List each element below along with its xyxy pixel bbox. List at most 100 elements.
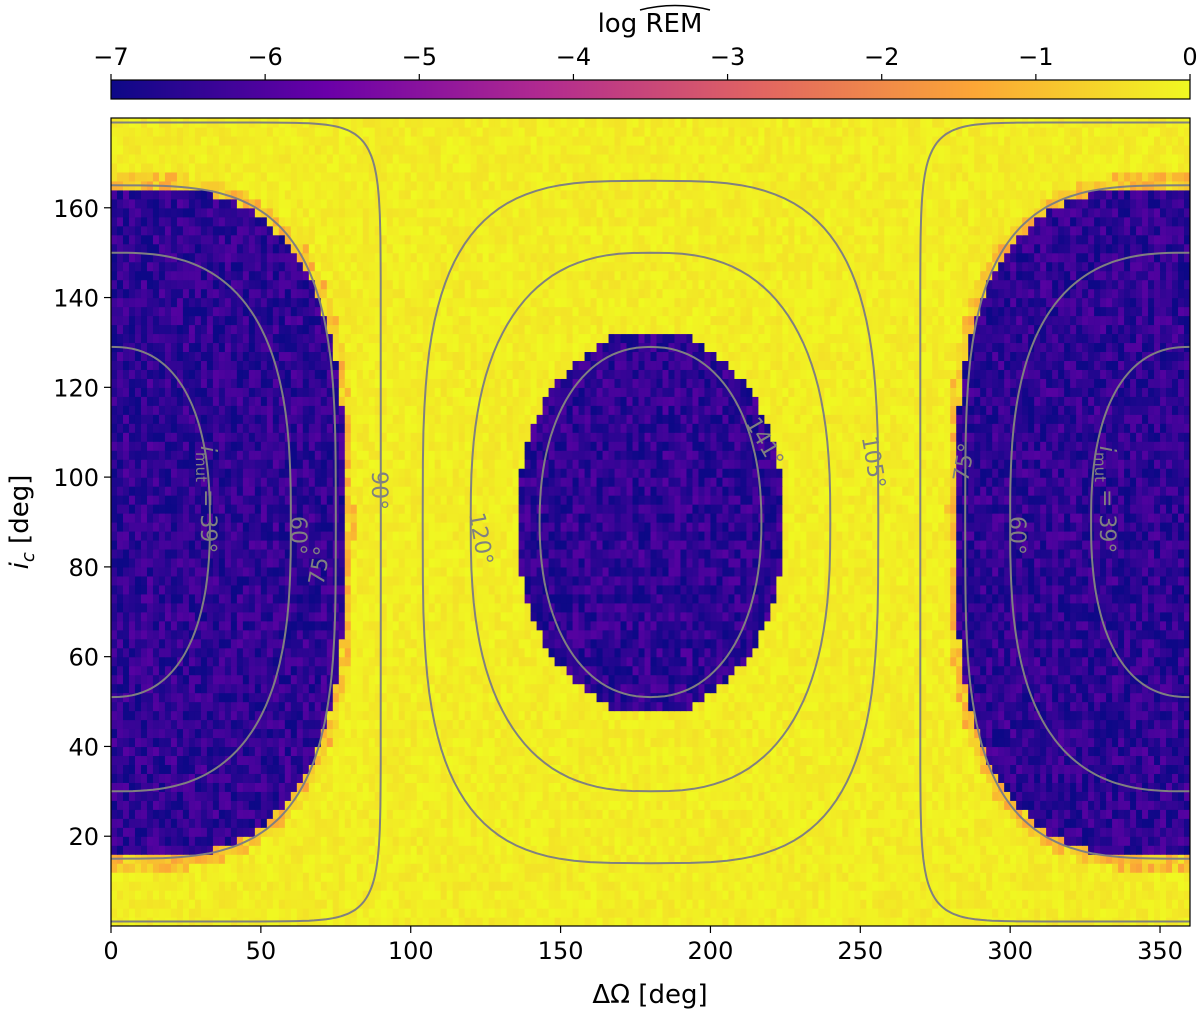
heatmap-cell bbox=[1160, 701, 1167, 712]
heatmap-cell bbox=[1070, 881, 1077, 891]
heatmap-cell bbox=[320, 863, 328, 873]
heatmap-cell bbox=[158, 701, 166, 712]
heatmap-cell bbox=[1034, 791, 1041, 801]
heatmap-cell bbox=[980, 863, 987, 873]
heatmap-cell bbox=[692, 737, 700, 748]
heatmap-cell bbox=[848, 890, 855, 900]
heatmap-cell bbox=[980, 827, 987, 837]
heatmap-cell bbox=[902, 899, 909, 909]
heatmap-cell bbox=[464, 764, 472, 774]
heatmap-cell bbox=[1034, 899, 1041, 909]
heatmap-cell bbox=[680, 836, 688, 846]
heatmap-cell bbox=[164, 692, 172, 703]
heatmap-cell bbox=[1094, 800, 1101, 810]
heatmap-cell bbox=[1148, 701, 1155, 712]
heatmap-cell bbox=[1016, 872, 1023, 882]
heatmap-cell bbox=[800, 791, 807, 801]
heatmap-cell bbox=[776, 908, 783, 918]
heatmap-cell bbox=[1166, 809, 1173, 819]
heatmap-cell bbox=[572, 872, 580, 882]
heatmap-cell bbox=[680, 764, 688, 774]
heatmap-cell bbox=[902, 881, 909, 891]
heatmap-cell bbox=[602, 863, 610, 873]
heatmap-cell bbox=[986, 710, 993, 721]
heatmap-cell bbox=[614, 863, 622, 873]
heatmap-cell bbox=[464, 692, 472, 703]
heatmap-cell bbox=[1130, 773, 1137, 783]
heatmap-cell bbox=[140, 728, 148, 739]
heatmap-cell bbox=[740, 746, 748, 757]
heatmap-cell bbox=[1088, 863, 1095, 873]
heatmap-cell bbox=[1148, 773, 1155, 783]
heatmap-cell bbox=[1004, 854, 1011, 864]
heatmap-cell bbox=[656, 746, 664, 757]
heatmap-cell bbox=[1052, 692, 1059, 703]
heatmap-cell bbox=[1046, 899, 1053, 909]
heatmap-cell bbox=[111, 746, 118, 757]
heatmap-cell bbox=[1034, 710, 1041, 721]
heatmap-cell bbox=[908, 791, 915, 801]
heatmap-cell bbox=[662, 746, 670, 757]
heatmap-cell bbox=[440, 674, 448, 685]
heatmap-cell bbox=[134, 683, 142, 694]
heatmap-cell bbox=[170, 755, 178, 765]
heatmap-cell bbox=[848, 719, 855, 730]
heatmap-cell bbox=[1010, 764, 1017, 774]
heatmap-cell bbox=[158, 782, 166, 792]
heatmap-cell bbox=[962, 800, 969, 810]
heatmap-cell bbox=[686, 809, 694, 819]
heatmap-cell bbox=[848, 827, 855, 837]
heatmap-cell bbox=[932, 836, 939, 846]
heatmap-cell bbox=[686, 872, 694, 882]
heatmap-cell bbox=[842, 827, 849, 837]
heatmap-cell bbox=[290, 809, 298, 819]
heatmap-cell bbox=[836, 890, 843, 900]
heatmap-cell bbox=[554, 899, 562, 909]
heatmap-cell bbox=[116, 728, 124, 739]
heatmap-cell bbox=[938, 809, 945, 819]
heatmap-cell bbox=[326, 737, 334, 748]
heatmap-cell bbox=[1040, 755, 1047, 765]
heatmap-cell bbox=[638, 746, 646, 757]
heatmap-cell bbox=[992, 791, 999, 801]
heatmap-cell bbox=[878, 872, 885, 882]
heatmap-cell bbox=[854, 863, 861, 873]
heatmap-cell bbox=[1160, 872, 1167, 882]
heatmap-cell bbox=[350, 755, 358, 765]
heatmap-cell bbox=[704, 827, 712, 837]
heatmap-cell bbox=[1142, 683, 1149, 694]
heatmap-cell bbox=[1004, 683, 1011, 694]
heatmap-cell bbox=[1058, 872, 1065, 882]
heatmap-cell bbox=[1130, 755, 1137, 765]
heatmap-cell bbox=[320, 872, 328, 882]
heatmap-cell bbox=[758, 728, 765, 739]
heatmap-cell bbox=[344, 845, 352, 855]
heatmap-cell bbox=[920, 737, 927, 748]
heatmap-cell bbox=[476, 728, 484, 739]
heatmap-cell bbox=[758, 710, 765, 721]
heatmap-cell bbox=[956, 908, 963, 918]
heatmap-cell bbox=[290, 683, 298, 694]
heatmap-cell bbox=[200, 845, 208, 855]
heatmap-cell bbox=[926, 791, 933, 801]
heatmap-cell bbox=[488, 881, 496, 891]
heatmap-cell bbox=[764, 755, 771, 765]
heatmap-cell bbox=[1022, 683, 1029, 694]
heatmap-cell bbox=[482, 845, 490, 855]
heatmap-cell bbox=[476, 881, 484, 891]
heatmap-cell bbox=[626, 791, 634, 801]
heatmap-cell bbox=[284, 908, 292, 918]
heatmap-cell bbox=[212, 719, 220, 730]
heatmap-cell bbox=[452, 881, 460, 891]
heatmap-cell bbox=[740, 908, 748, 918]
heatmap-cell bbox=[356, 701, 364, 712]
heatmap-cell bbox=[212, 836, 220, 846]
heatmap-cell bbox=[434, 692, 442, 703]
heatmap-cell bbox=[584, 674, 592, 685]
heatmap-cell bbox=[680, 899, 688, 909]
heatmap-cell bbox=[254, 674, 262, 685]
heatmap-cell bbox=[356, 746, 364, 757]
heatmap-cell bbox=[956, 863, 963, 873]
heatmap-cell bbox=[584, 746, 592, 757]
heatmap-cell bbox=[518, 746, 526, 757]
